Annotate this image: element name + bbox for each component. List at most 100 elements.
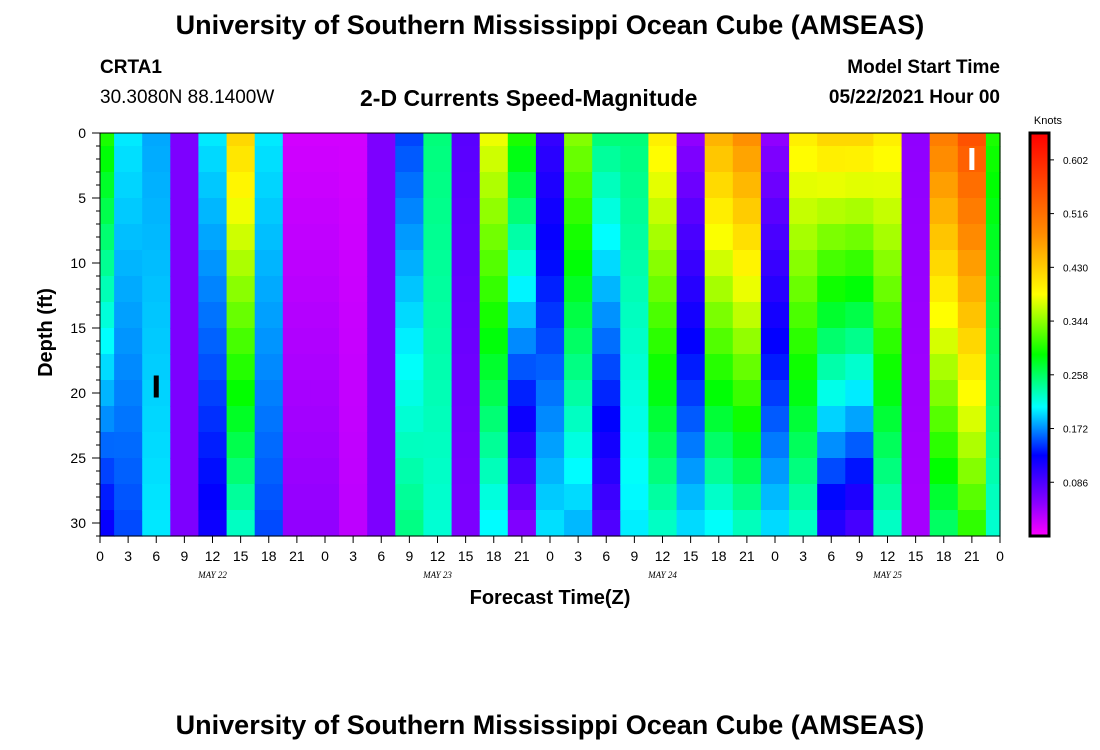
heatmap-cell — [170, 328, 199, 355]
heatmap-cell — [339, 276, 368, 303]
heatmap-cell — [310, 224, 340, 251]
heatmap-cell — [817, 146, 846, 173]
heatmap-cell — [423, 510, 453, 537]
heatmap-cell — [901, 328, 931, 355]
heatmap-cell — [367, 302, 396, 329]
heatmap-cell — [873, 328, 903, 355]
heatmap-cell — [704, 276, 734, 303]
heatmap-cell — [985, 224, 1001, 251]
heatmap-cell — [789, 354, 818, 381]
heatmap-cell — [985, 302, 1001, 329]
heatmap-cell — [817, 484, 846, 511]
heatmap-cell — [198, 354, 228, 381]
heatmap-cell — [789, 328, 818, 355]
heatmap-cell — [310, 133, 340, 147]
heatmap-cell — [873, 302, 903, 329]
heatmap-cell — [676, 250, 706, 277]
heatmap-cell — [957, 276, 987, 303]
heatmap-cell — [564, 302, 593, 329]
heatmap-cell — [985, 510, 1001, 537]
heatmap-cell — [648, 276, 678, 303]
heatmap-cell — [226, 224, 256, 251]
heatmap-cell — [789, 484, 818, 511]
heatmap-cell — [254, 146, 284, 173]
heatmap-cell — [676, 133, 706, 147]
heatmap-cell — [479, 133, 509, 147]
heatmap-cell — [648, 432, 678, 459]
heatmap-cell — [451, 198, 481, 225]
heatmap-cell — [985, 380, 1001, 407]
heatmap-cell — [100, 133, 115, 147]
heatmap-cell — [170, 198, 199, 225]
heatmap-cell — [282, 328, 312, 355]
heatmap-cell — [648, 510, 678, 537]
heatmap-cell — [254, 224, 284, 251]
heatmap-cell — [423, 172, 453, 199]
heatmap-cell — [451, 146, 481, 173]
date-label: MAY 25 — [872, 570, 902, 580]
heatmap-cell — [704, 302, 734, 329]
heatmap-cell — [100, 146, 115, 173]
heatmap-cell — [817, 406, 846, 433]
x-tick-label: 3 — [574, 548, 582, 564]
heatmap-cell — [282, 146, 312, 173]
heatmap-cell — [114, 328, 143, 355]
x-tick-label: 6 — [602, 548, 610, 564]
heatmap-cell — [310, 250, 340, 277]
y-tick-label: 25 — [70, 450, 86, 466]
heatmap-cell — [507, 510, 537, 537]
heatmap-cell — [423, 133, 453, 147]
heatmap-cell — [507, 432, 537, 459]
colorbar-tick-label: 0.602 — [1063, 156, 1088, 167]
heatmap-cell — [535, 250, 565, 277]
heatmap-cell — [170, 354, 199, 381]
colorbar-tick-label: 0.430 — [1063, 263, 1088, 274]
heatmap-cell — [929, 510, 959, 537]
heatmap-cell — [535, 458, 565, 485]
heatmap-cell — [507, 224, 537, 251]
x-tick-label: 15 — [233, 548, 249, 564]
heatmap-cell — [929, 146, 959, 173]
heatmap-cell — [676, 458, 706, 485]
heatmap-cell — [535, 406, 565, 433]
heatmap-cell — [760, 224, 790, 251]
y-tick-label: 5 — [78, 190, 86, 206]
heatmap-cell — [957, 380, 987, 407]
heatmap-cells — [100, 133, 1001, 537]
x-tick-label: 21 — [739, 548, 755, 564]
heatmap-cell — [845, 224, 874, 251]
heatmap-cell — [760, 133, 790, 147]
heatmap-cell — [901, 510, 931, 537]
heatmap-cell — [535, 354, 565, 381]
heatmap-cell — [789, 406, 818, 433]
heatmap-cell — [676, 302, 706, 329]
heatmap-cell — [100, 328, 115, 355]
heatmap-cell — [648, 406, 678, 433]
heatmap-cell — [507, 172, 537, 199]
heatmap-cell — [479, 302, 509, 329]
x-tick-label: 12 — [880, 548, 896, 564]
heatmap-cell — [620, 354, 649, 381]
heatmap-cell — [310, 198, 340, 225]
date-label: MAY 23 — [422, 570, 452, 580]
heatmap-cell — [845, 458, 874, 485]
heatmap-cell — [282, 198, 312, 225]
heatmap-cell — [620, 432, 649, 459]
heatmap-cell — [676, 354, 706, 381]
colorbar-tick-label: 0.344 — [1063, 317, 1088, 328]
heatmap-cell — [198, 328, 228, 355]
x-tick-label: 0 — [996, 548, 1004, 564]
heatmap-cell — [479, 458, 509, 485]
heatmap-cell — [479, 276, 509, 303]
heatmap-cell — [395, 224, 424, 251]
heatmap-cell — [198, 224, 228, 251]
heatmap-cell — [760, 302, 790, 329]
heatmap-cell — [142, 146, 171, 173]
heatmap-cell — [451, 224, 481, 251]
heatmap-cell — [170, 146, 199, 173]
heatmap-cell — [100, 380, 115, 407]
heatmap-cell — [479, 198, 509, 225]
heatmap-cell — [564, 484, 593, 511]
heatmap-cell — [367, 484, 396, 511]
heatmap-cell — [929, 484, 959, 511]
